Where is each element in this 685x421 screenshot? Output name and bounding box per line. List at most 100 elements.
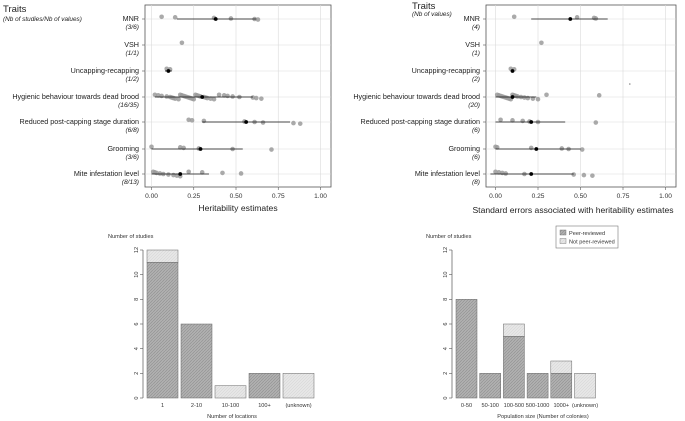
legend-box — [555, 225, 619, 249]
bar-peer-reviewed-100 — [248, 373, 281, 399]
data-point-mite-infestation-level — [199, 170, 205, 175]
data-point-grooming — [579, 147, 585, 152]
data-point-mnr — [228, 16, 234, 21]
mean-point-hygienic-behaviour-towards-dead-brood — [200, 95, 205, 99]
category-label-500-1000: 500-1000 — [526, 403, 550, 409]
data-point-mnr — [511, 14, 517, 20]
bar-not-peer-reviewed-10-100 — [214, 385, 247, 399]
trait-count-hygienic-behaviour-towards-dead-brood: (20) — [468, 102, 480, 109]
y-tick-label: 10 — [443, 272, 449, 278]
data-point-mnr — [172, 15, 178, 20]
x-tick-label: 0.50 — [230, 193, 243, 200]
legend-swatch-not-peer-reviewed — [559, 238, 567, 244]
data-point-mnr — [159, 14, 164, 20]
bar-peer-reviewed-100-500 — [503, 336, 525, 399]
category-label-50-100: 50-100 — [481, 403, 498, 409]
heritability-panel: Traits (Nb of studies/Nb of values) MNR(… — [3, 4, 332, 213]
x-tick-label: 0.00 — [145, 193, 158, 200]
trait-label-reduced-post-capping-stage-duration: Reduced post-capping stage duration — [20, 117, 139, 126]
data-point-mite-infestation-level — [581, 172, 587, 178]
data-point-hygienic-behaviour-towards-dead-brood — [515, 94, 520, 99]
trait-label-vsh: VSH — [465, 40, 480, 49]
category-label-1: 1 — [161, 403, 164, 409]
data-point-grooming — [269, 147, 274, 152]
trait-label-grooming: Grooming — [448, 144, 480, 153]
mean-point-reduced-post-capping-stage-duration — [529, 120, 534, 124]
standard-error-header: Traits — [412, 1, 436, 12]
data-point-grooming — [528, 145, 534, 151]
y-tick-label: 0 — [443, 396, 449, 399]
standard-error-x-axis-title: Standard errors associated with heritabi… — [472, 205, 673, 215]
data-point-hygienic-behaviour-towards-dead-brood — [159, 93, 164, 99]
category-label-2-10: 2-10 — [191, 403, 202, 409]
data-point-mite-infestation-level — [496, 170, 502, 175]
mean-point-mnr — [213, 17, 218, 21]
x-tick-label: 0.25 — [532, 193, 545, 200]
data-point-hygienic-behaviour-towards-dead-brood — [216, 92, 222, 98]
data-point-grooming — [177, 145, 183, 150]
bar-peer-reviewed-2-10 — [180, 323, 213, 399]
data-point-hygienic-behaviour-towards-dead-brood — [259, 96, 264, 101]
data-point-mite-infestation-level — [503, 171, 509, 176]
y-tick-label: 6 — [134, 322, 140, 325]
data-point-mite-infestation-level — [571, 172, 576, 177]
x-tick-label: 0.50 — [574, 193, 587, 200]
trait-count-mite-infestation-level: (8/13) — [122, 179, 139, 186]
trait-count-uncapping-recapping: (2) — [472, 76, 480, 83]
mean-point-grooming — [198, 147, 203, 151]
bar-not-peer-reviewed-1 — [146, 249, 179, 263]
data-point-hygienic-behaviour-towards-dead-brood — [544, 92, 549, 98]
data-point-hygienic-behaviour-towards-dead-brood — [250, 95, 256, 100]
category-label-10-100: 10-100 — [222, 403, 239, 409]
mean-point-uncapping-recapping — [510, 69, 515, 73]
data-point-hygienic-behaviour-towards-dead-brood — [152, 92, 158, 98]
trait-label-grooming: Grooming — [107, 144, 139, 153]
x-tick-label: 1.00 — [314, 193, 327, 200]
trait-label-hygienic-behaviour-towards-dead-brood: Hygienic behaviour towards dead brood — [12, 92, 139, 101]
data-point-hygienic-behaviour-towards-dead-brood — [522, 95, 527, 100]
category-label-100-500: 100-500 — [504, 403, 525, 409]
data-point-mite-infestation-level — [157, 171, 163, 176]
trait-label-vsh: VSH — [124, 40, 139, 49]
data-point-mnr — [593, 16, 599, 21]
legend-label-peer-reviewed: Peer-reviewed — [569, 231, 605, 237]
mean-point-mnr — [568, 17, 573, 21]
data-point-reduced-post-capping-stage-duration — [520, 118, 525, 124]
data-point-reduced-post-capping-stage-duration — [498, 117, 503, 123]
y-tick-label: 10 — [134, 272, 140, 278]
trait-label-mnr: MNR — [123, 14, 139, 23]
trait-count-hygienic-behaviour-towards-dead-brood: (16/35) — [118, 102, 139, 109]
data-point-mite-infestation-level — [220, 170, 225, 176]
x-tick-label: 0.75 — [617, 193, 630, 200]
data-point-reduced-post-capping-stage-duration — [201, 118, 207, 124]
legend-swatch-peer-reviewed — [559, 229, 567, 236]
bar-peer-reviewed-500-1000 — [526, 373, 549, 399]
data-point-hygienic-behaviour-towards-dead-brood — [176, 96, 181, 102]
trait-label-uncapping-recapping: Uncapping-recapping — [412, 66, 480, 75]
data-point-mite-infestation-level — [174, 173, 180, 178]
data-point-vsh — [179, 40, 185, 46]
category-label-100: 100+ — [258, 403, 271, 409]
data-point-hygienic-behaviour-towards-dead-brood — [535, 96, 541, 102]
data-point-reduced-post-capping-stage-duration — [291, 120, 296, 126]
data-point-mite-infestation-level — [590, 173, 595, 178]
trait-count-vsh: (1) — [472, 50, 480, 57]
bar-not-peer-reviewed-unknown — [282, 373, 315, 399]
data-point-vsh — [539, 40, 544, 46]
trait-count-reduced-post-capping-stage-duration: (6/8) — [125, 127, 139, 134]
y-tick-label: 12 — [134, 247, 140, 253]
locations-x-axis-title: Number of locations — [207, 414, 257, 420]
category-label-unknown: (unknown) — [572, 403, 598, 409]
category-label-0-50: 0-50 — [461, 403, 472, 409]
y-tick-label: 4 — [443, 347, 449, 350]
data-point-hygienic-behaviour-towards-dead-brood — [525, 95, 531, 101]
y-tick-label: 4 — [134, 347, 140, 350]
bar-not-peer-reviewed-unknown — [574, 373, 596, 399]
data-point-hygienic-behaviour-towards-dead-brood — [596, 93, 602, 98]
y-tick-label: 8 — [443, 298, 449, 301]
data-point-reduced-post-capping-stage-duration — [186, 117, 191, 123]
data-point-hygienic-behaviour-towards-dead-brood — [155, 93, 161, 98]
heritability-subheader: (Nb of studies/Nb of values) — [3, 16, 82, 23]
population-legend: Peer-reviewed Not peer-reviewed — [555, 225, 619, 249]
